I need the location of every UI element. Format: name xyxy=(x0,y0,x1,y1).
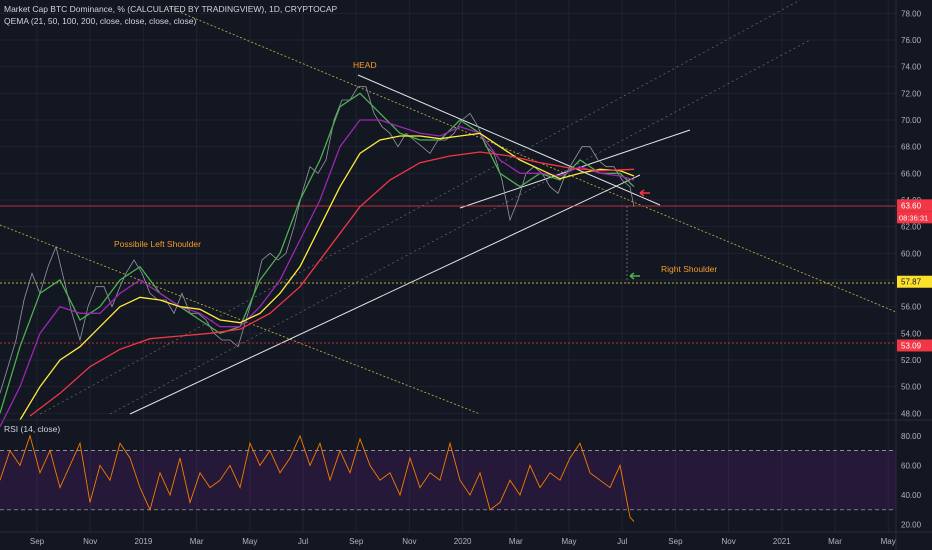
time-axis-tick: Jul xyxy=(298,537,308,546)
time-axis-tick: Nov xyxy=(721,537,735,546)
price-label: 63.60 xyxy=(901,201,922,210)
price-label: 57.87 xyxy=(901,278,922,287)
series-line-4 xyxy=(29,151,635,417)
countdown-box xyxy=(897,211,932,224)
countdown-label: 08:36:31 xyxy=(899,213,928,222)
rsi-axis[interactable]: 80.00 60.00 40.00 20.00 xyxy=(901,432,922,530)
price-axis-tick: 50.00 xyxy=(901,383,922,392)
time-axis-tick: Sep xyxy=(30,537,45,546)
series-line-0 xyxy=(0,86,635,394)
annotation-left-shoulder: Possibile Left Shoulder xyxy=(114,239,201,249)
price-axis-tick: 54.00 xyxy=(901,329,922,338)
time-axis-tick: Mar xyxy=(190,537,204,546)
time-axis-tick: Mar xyxy=(509,537,523,546)
price-grid xyxy=(0,0,896,532)
price-axis-tick: 52.00 xyxy=(901,356,922,365)
time-axis[interactable]: Sep Nov 2019 Mar May Jul Sep Nov 2020 Mar May Jul Se… xyxy=(30,537,896,546)
time-axis-tick: Sep xyxy=(349,537,364,546)
time-axis-tick: 2021 xyxy=(773,537,791,546)
rsi-axis-tick: 60.00 xyxy=(901,461,922,470)
time-axis-tick: 2020 xyxy=(454,537,472,546)
rsi-legend[interactable]: RSI (14, close) xyxy=(4,424,61,434)
price-labels: 63.60 57.87 53.09 08:36:31 xyxy=(897,199,932,352)
series-line-1 xyxy=(0,92,635,414)
price-label-box xyxy=(897,275,932,288)
time-axis-tick: May xyxy=(561,537,576,546)
price-axis-tick: 68.00 xyxy=(901,143,922,152)
time-axis-tick: May xyxy=(881,537,896,546)
price-axis-tick: 48.00 xyxy=(901,409,922,418)
price-axis-tick: 78.00 xyxy=(901,9,922,18)
price-axis-tick: 76.00 xyxy=(901,36,922,45)
price-label: 53.09 xyxy=(901,341,922,350)
rsi-band xyxy=(0,450,896,510)
price-label-box xyxy=(897,339,932,352)
annotation-right-shoulder: Right Shoulder xyxy=(661,264,717,274)
price-axis-tick: 56.00 xyxy=(901,303,922,312)
price-axis-tick: 60.00 xyxy=(901,249,922,258)
time-axis-tick: 2019 xyxy=(135,537,153,546)
symbol-legend[interactable]: Market Cap BTC Dominance, % (CALCULATED … xyxy=(4,4,338,14)
price-axis-tick: 62.00 xyxy=(901,223,922,232)
price-label-box xyxy=(897,199,932,212)
price-series xyxy=(0,86,635,427)
price-axis-tick: 74.00 xyxy=(901,63,922,72)
time-axis-tick: May xyxy=(242,537,257,546)
series-line-2 xyxy=(0,119,635,427)
time-axis-tick: Sep xyxy=(668,537,683,546)
time-axis-tick: Jul xyxy=(617,537,627,546)
price-axis-tick: 70.00 xyxy=(901,116,922,125)
annotation-head: HEAD xyxy=(353,60,377,70)
price-axis-tick: 72.00 xyxy=(901,89,922,98)
rsi-line xyxy=(0,434,635,522)
rsi-axis-tick: 80.00 xyxy=(901,432,922,441)
time-axis-tick: Nov xyxy=(83,537,97,546)
annotations: HEAD Possibile Left Shoulder Right Shoul… xyxy=(114,60,717,274)
rsi-pane xyxy=(0,434,896,522)
time-axis-tick: Mar xyxy=(828,537,842,546)
arrows xyxy=(629,189,650,280)
rsi-axis-tick: 20.00 xyxy=(901,521,922,530)
rsi-axis-tick: 40.00 xyxy=(901,491,922,500)
series-line-3 xyxy=(19,132,635,421)
qema-legend[interactable]: QEMA (21, 50, 100, 200, close, close, cl… xyxy=(4,16,197,26)
time-axis-tick: Nov xyxy=(402,537,416,546)
price-axis-tick: 66.00 xyxy=(901,169,922,178)
